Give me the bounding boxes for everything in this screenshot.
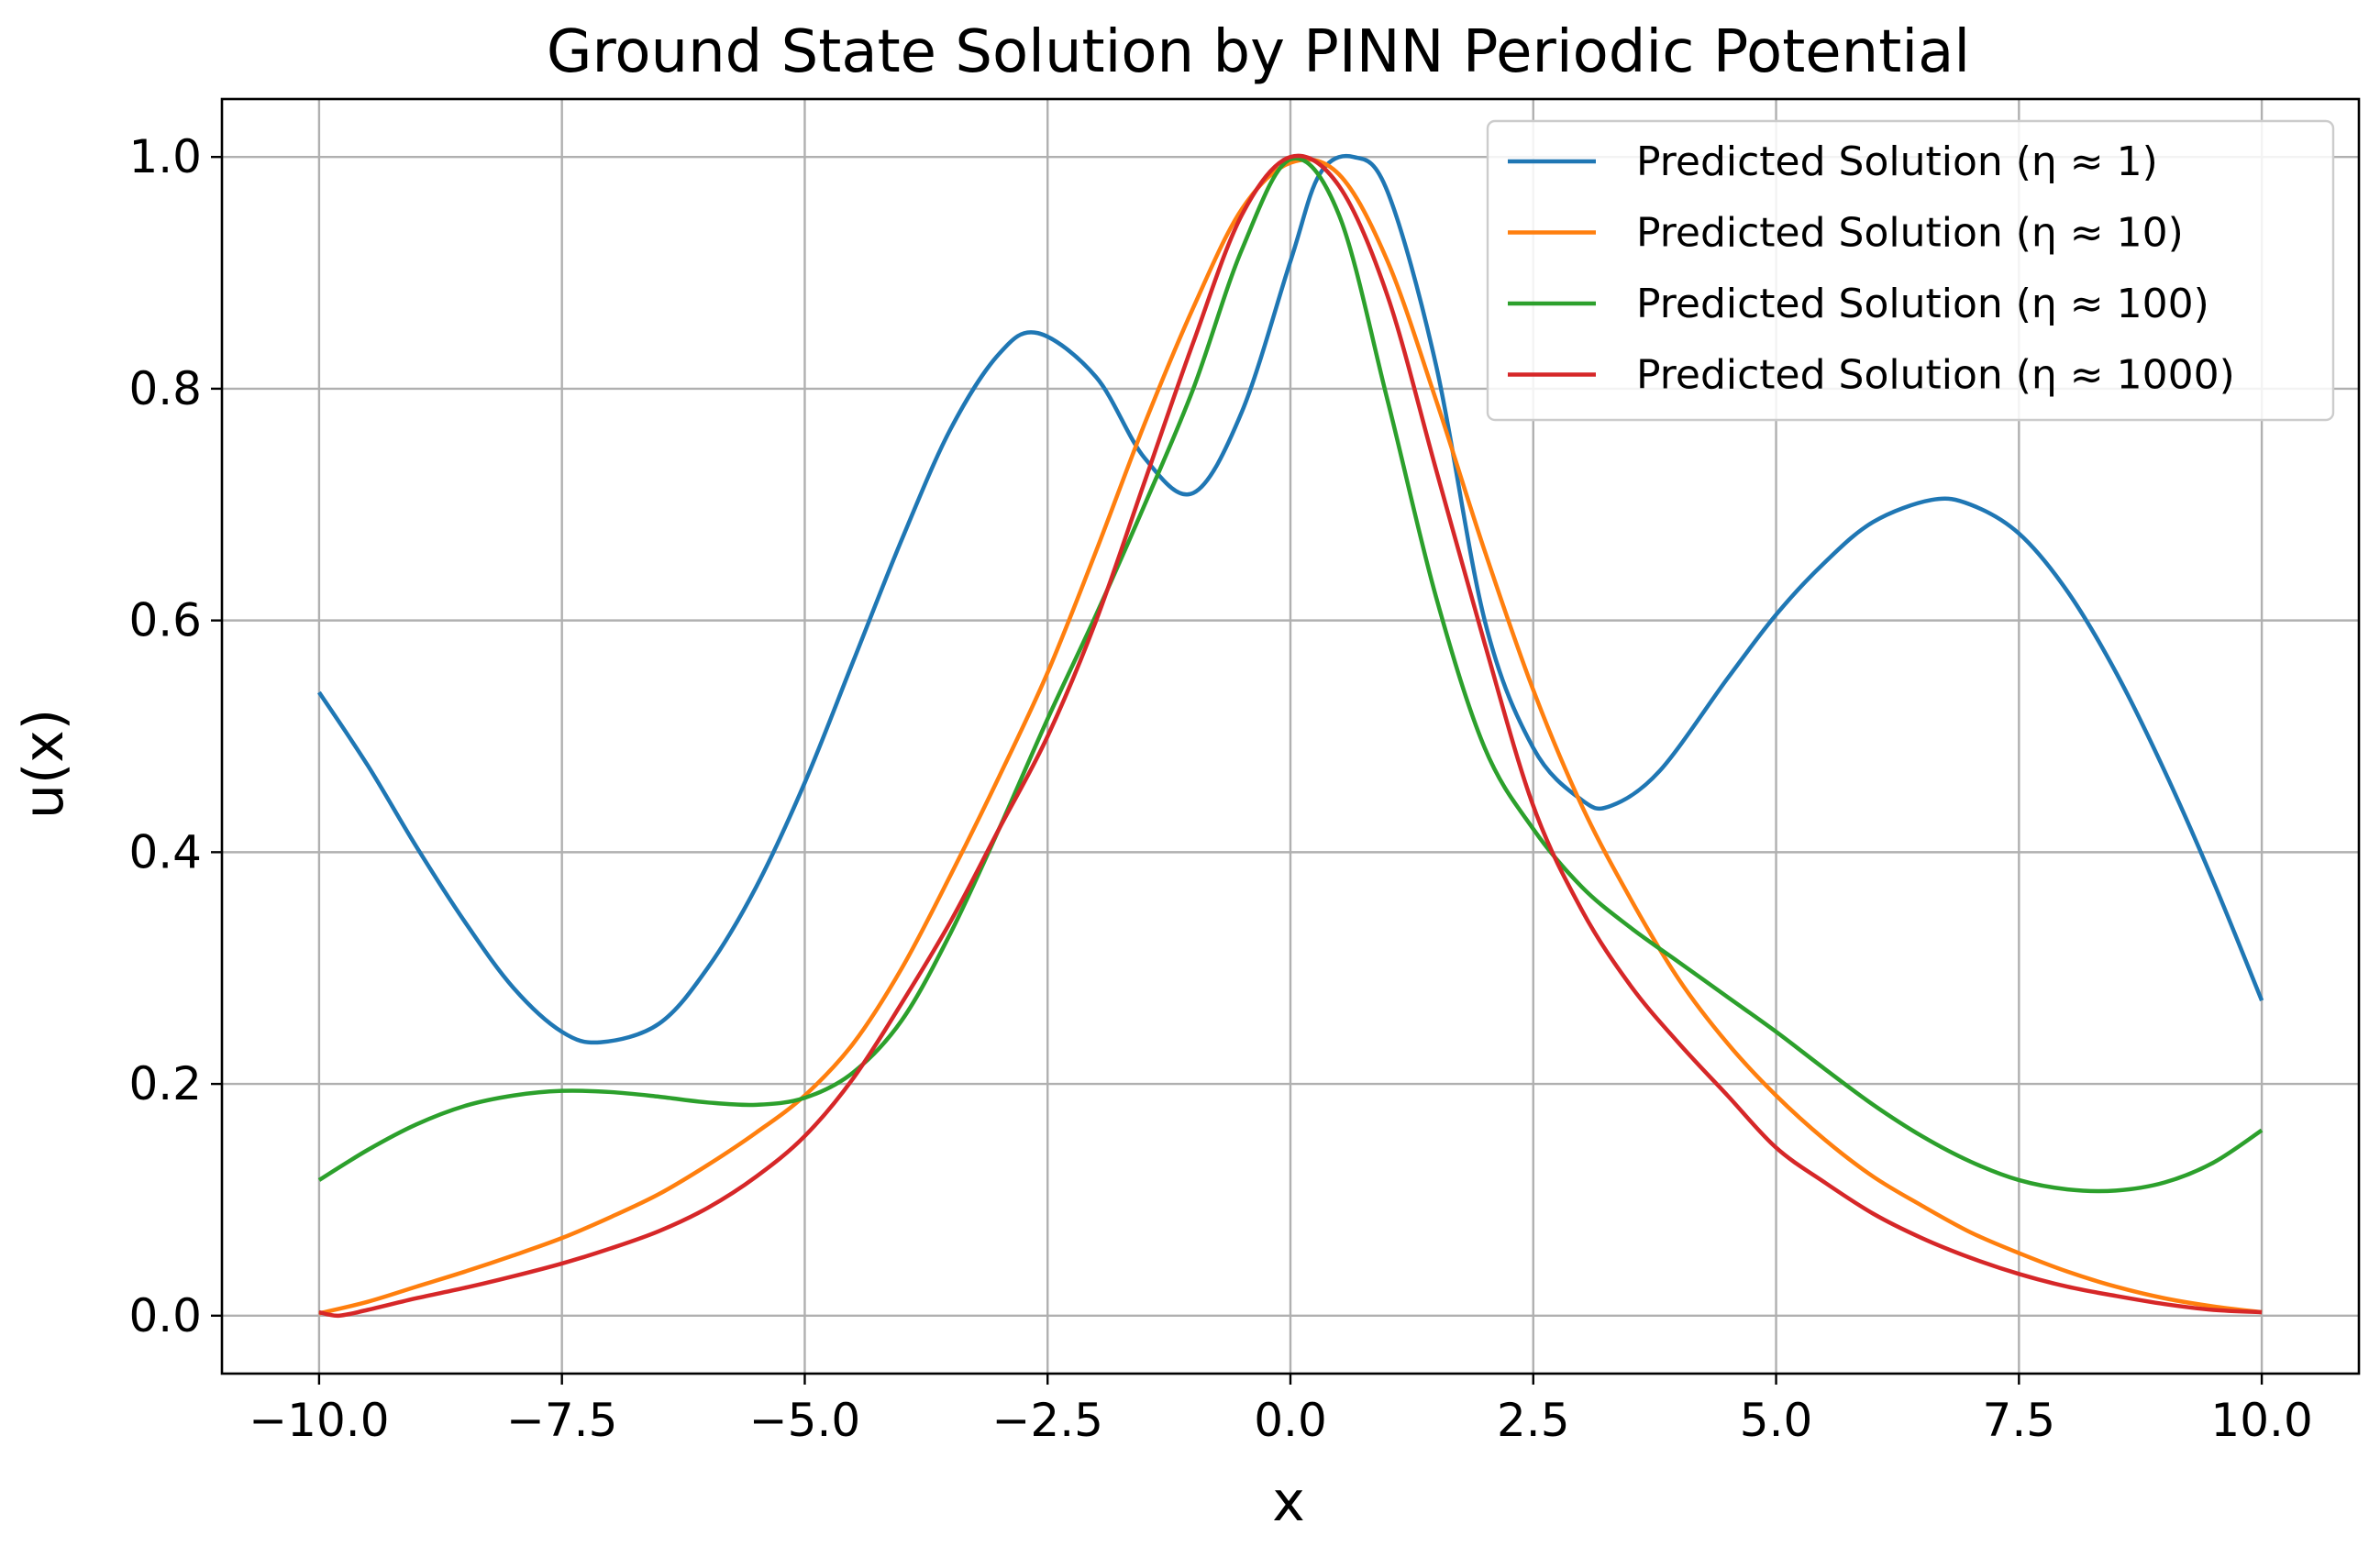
legend-label-1: Predicted Solution (η ≈ 1) — [1636, 138, 2158, 185]
y-tick-label: 0.0 — [128, 1289, 202, 1342]
y-tick-label: 1.0 — [128, 130, 202, 183]
x-tick-label: −7.5 — [506, 1394, 617, 1447]
legend-label-2: Predicted Solution (η ≈ 10) — [1636, 210, 2184, 257]
legend-label-4: Predicted Solution (η ≈ 1000) — [1636, 352, 2235, 399]
x-tick-label: −10.0 — [249, 1394, 389, 1447]
series-layer — [317, 153, 2264, 1319]
y-tick-label: 0.6 — [128, 594, 202, 647]
x-axis-label: x — [1272, 1470, 1305, 1534]
series-line-4 — [318, 153, 2263, 1319]
legend: Predicted Solution (η ≈ 1) Predicted Solu… — [1486, 119, 2335, 422]
x-tick-label: 2.5 — [1497, 1394, 1570, 1447]
chart-title: Ground State Solution by PINN Periodic P… — [547, 18, 1970, 86]
series-line-3 — [317, 156, 2264, 1194]
y-tick-label: 0.8 — [128, 362, 202, 415]
ticks: −10.0 −7.5 −5.0 −2.5 0.0 2.5 5.0 7.5 10.0 0.0 0.2 0… — [128, 130, 2312, 1447]
x-tick-label: −2.5 — [992, 1394, 1103, 1447]
y-tick-label: 0.2 — [128, 1057, 202, 1110]
x-tick-label: 5.0 — [1740, 1394, 1813, 1447]
legend-label-3: Predicted Solution (η ≈ 100) — [1636, 281, 2209, 327]
x-tick-label: 10.0 — [2210, 1394, 2312, 1447]
y-axis-label: u(x) — [12, 709, 76, 819]
y-tick-label: 0.4 — [128, 825, 202, 878]
legend-box — [1486, 119, 2335, 422]
series-line-2 — [318, 157, 2263, 1316]
series-line-1 — [317, 153, 2264, 1045]
x-tick-label: 0.0 — [1254, 1394, 1327, 1447]
x-tick-label: 7.5 — [1983, 1394, 2056, 1447]
x-tick-label: −5.0 — [749, 1394, 860, 1447]
